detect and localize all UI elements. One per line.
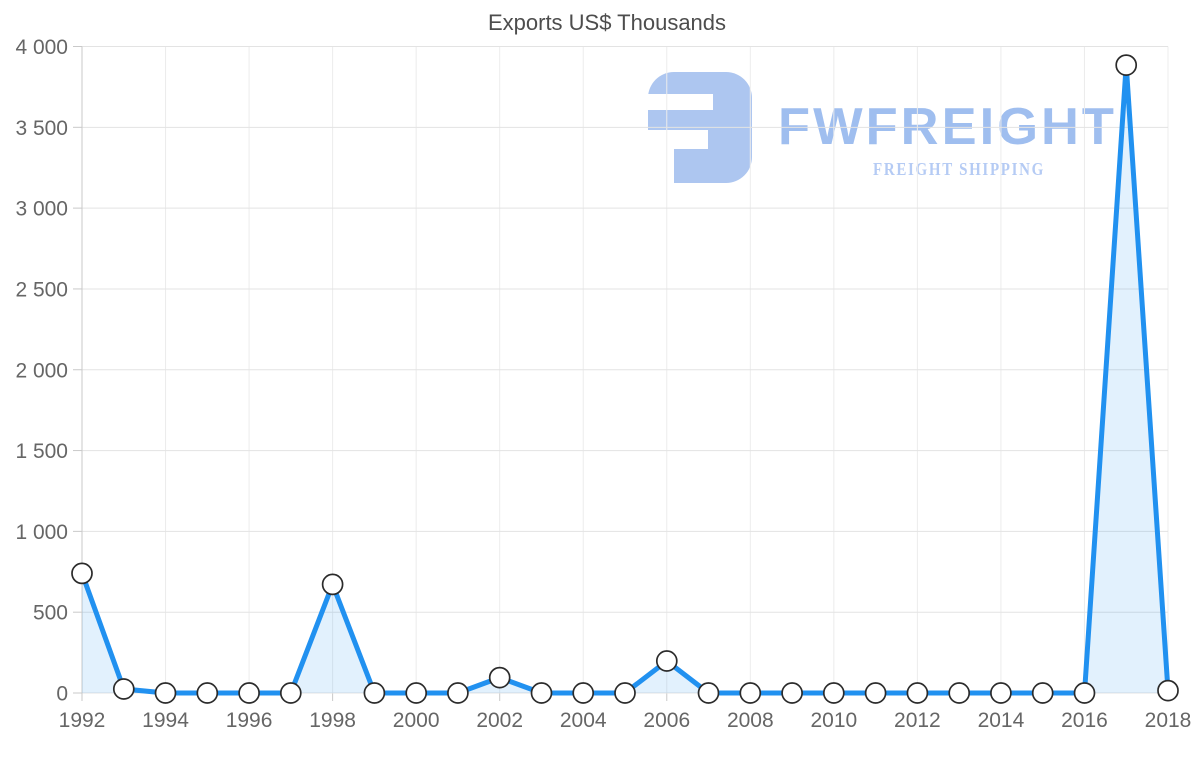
data-point-1993[interactable] (112, 678, 135, 700)
data-point-2013[interactable] (948, 682, 971, 704)
y-axis-label: 500 (33, 602, 68, 625)
chart-title: Exports US$ Thousands (488, 10, 726, 35)
y-axis-label: 1 500 (15, 440, 68, 463)
fwfreight-logo-icon (642, 72, 752, 185)
data-point-2008[interactable] (739, 682, 762, 704)
y-axis-label: 1 000 (15, 521, 68, 544)
x-axis-label: 2018 (1145, 709, 1192, 732)
data-point-2011[interactable] (864, 682, 887, 704)
data-point-1999[interactable] (363, 682, 386, 704)
data-point-1992[interactable] (71, 562, 93, 585)
data-point-2016[interactable] (1073, 682, 1096, 704)
data-point-1995[interactable] (196, 682, 219, 704)
x-axis-label: 2016 (1061, 709, 1108, 732)
data-point-2010[interactable] (822, 682, 845, 704)
data-point-2006[interactable] (655, 650, 678, 672)
watermark: FWFREIGHT FREIGHT SHIPPING (642, 72, 1114, 185)
y-axis-label: 4 000 (15, 36, 68, 59)
x-axis-label: 1992 (59, 709, 106, 732)
x-axis-label: 2006 (643, 709, 690, 732)
x-axis-label: 2004 (560, 709, 607, 732)
x-axis-label: 2010 (810, 709, 857, 732)
data-point-2004[interactable] (572, 682, 595, 704)
data-point-1998[interactable] (321, 573, 344, 596)
data-point-2001[interactable] (447, 682, 469, 704)
data-point-2009[interactable] (781, 682, 803, 704)
data-point-2017[interactable] (1115, 54, 1138, 76)
y-axis-label: 2 000 (15, 359, 68, 382)
y-axis-label: 3 000 (15, 198, 68, 221)
data-point-2018[interactable] (1157, 679, 1179, 702)
data-point-2003[interactable] (530, 682, 553, 704)
x-axis-label: 2008 (727, 709, 774, 732)
x-axis-label: 2012 (894, 709, 941, 732)
data-point-2012[interactable] (906, 682, 929, 704)
data-point-1997[interactable] (279, 682, 302, 704)
y-axis-label: 2 500 (15, 278, 68, 301)
x-axis-label: 1996 (226, 709, 273, 732)
grid-layer: 1992 1994 1996 1998 2000 2002 2004 2006 2008 2010… (15, 36, 1191, 732)
x-axis-label: 1998 (309, 709, 356, 732)
x-axis-label: 2000 (393, 709, 440, 732)
data-point-2005[interactable] (614, 682, 636, 704)
x-axis-label: 2002 (476, 709, 523, 732)
data-point-2007[interactable] (697, 682, 720, 704)
y-axis-label: 3 500 (15, 117, 68, 140)
series-layer (71, 54, 1179, 704)
data-point-1994[interactable] (154, 682, 177, 704)
x-axis-label: 2014 (978, 709, 1025, 732)
x-axis-label: 1994 (142, 709, 189, 732)
data-point-2015[interactable] (1031, 682, 1054, 704)
data-point-2014[interactable] (990, 682, 1012, 704)
data-point-2000[interactable] (405, 682, 428, 704)
data-point-1996[interactable] (238, 682, 260, 704)
data-point-2002[interactable] (488, 666, 511, 689)
watermark-tagline-text: FREIGHT SHIPPING (873, 159, 1045, 179)
y-axis-label: 0 (56, 683, 68, 706)
